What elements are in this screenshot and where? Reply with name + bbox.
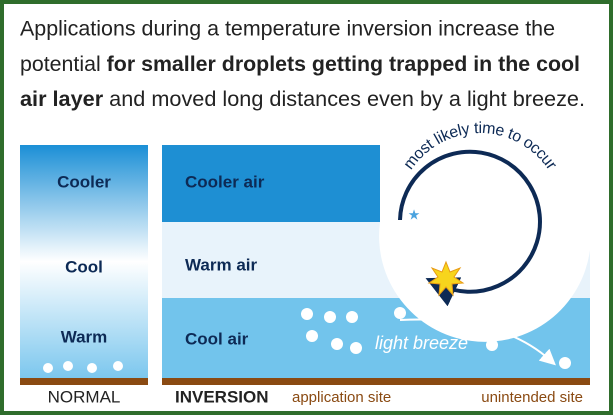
site-label: application site <box>292 389 391 406</box>
droplets <box>301 307 571 369</box>
layer-label: Warm air <box>185 255 258 274</box>
intro-line: air layer and moved long distances even … <box>20 88 585 111</box>
site-label: unintended site <box>481 389 583 406</box>
layer-label: Cooler air <box>185 172 265 191</box>
intro-bold: air layer <box>20 88 103 111</box>
intro-bold: for smaller droplets getting trapped in … <box>107 53 580 76</box>
caption: INVERSION <box>175 387 269 406</box>
sun <box>427 260 465 297</box>
layer-label: Cooler <box>57 172 111 191</box>
droplets <box>43 361 123 373</box>
breeze-arrow <box>399 318 556 366</box>
intro-line: Applications during a temperature invers… <box>20 18 555 41</box>
layer-label: Cool air <box>185 329 249 348</box>
intro-text: potential <box>20 53 101 76</box>
caption: NORMAL <box>48 387 121 406</box>
ground <box>162 378 590 385</box>
breeze-label: light breeze <box>375 333 468 353</box>
star: ★ <box>408 207 421 223</box>
ground <box>20 378 148 385</box>
layer-label: Warm <box>61 327 108 346</box>
normal-panel <box>20 145 148 378</box>
intro-line: potential for smaller droplets getting t… <box>20 53 580 76</box>
layer-label: Cool <box>65 257 103 276</box>
intro-text: and moved long distances even by a light… <box>109 88 585 111</box>
cycle-arrow <box>398 149 542 307</box>
